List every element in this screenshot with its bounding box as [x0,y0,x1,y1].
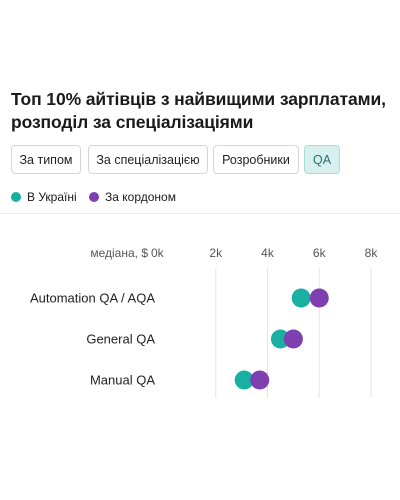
x-tick-label: 4k [261,246,275,260]
legend-label-abroad: За кордоном [105,190,176,204]
x-tick-label: 0k [151,246,165,260]
ukraine-dot-icon [11,192,21,202]
category-label: Automation QA / AQA [30,291,155,306]
x-tick-label: 6k [313,246,327,260]
tab-qa[interactable]: QA [304,145,340,174]
abroad-salary-dot[interactable] [250,370,270,390]
divider [0,213,400,214]
tab-developers[interactable]: Розробники [213,145,299,174]
chart-title: Топ 10% айтівців з найвищими зарплатами,… [11,89,386,132]
category-label: General QA [86,332,155,347]
abroad-salary-dot[interactable] [309,288,329,308]
legend-item-ukraine: В Україні [11,190,77,204]
legend-item-abroad: За кордоном [89,190,176,204]
abroad-salary-dot[interactable] [283,329,303,349]
x-axis-label: медіана, $ [90,246,148,260]
ukraine-salary-dot[interactable] [291,288,311,308]
legend-label-ukraine: В Україні [27,190,77,204]
category-label: Manual QA [90,373,155,388]
ukraine-salary-dot[interactable] [234,370,254,390]
x-tick-label: 2k [209,246,223,260]
tab-by-type[interactable]: За типом [11,145,81,174]
tab-by-specialization[interactable]: За спеціалізацією [88,145,208,174]
abroad-dot-icon [89,192,99,202]
x-tick-label: 8k [365,246,379,260]
